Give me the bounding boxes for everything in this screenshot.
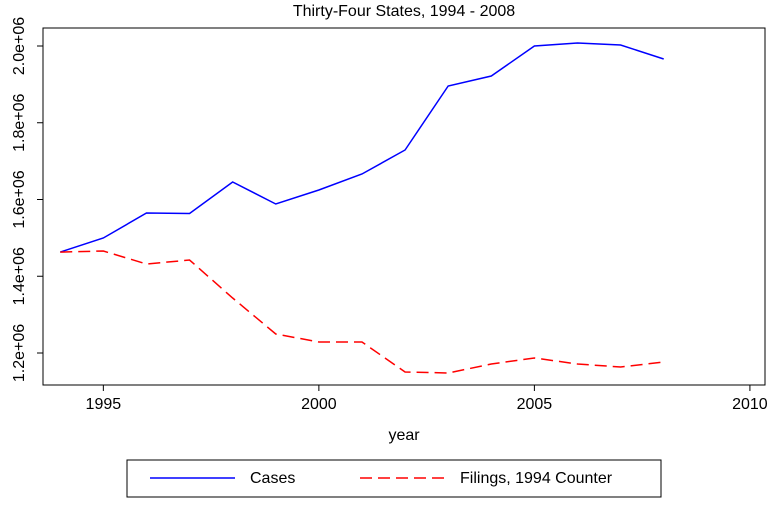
x-axis-label: year <box>388 427 420 444</box>
y-tick-label: 1.2e+06 <box>11 324 28 382</box>
series-line <box>60 42 664 253</box>
x-tick-label: 2000 <box>301 396 337 413</box>
series-line <box>60 250 664 374</box>
y-tick-label: 2.0e+06 <box>11 17 28 75</box>
x-tick-label: 2010 <box>732 396 768 413</box>
x-tick-label: 1995 <box>86 396 122 413</box>
legend-label: Cases <box>250 470 295 487</box>
y-tick-label: 1.8e+06 <box>11 94 28 152</box>
legend-label: Filings, 1994 Counter <box>460 470 613 487</box>
plot-frame <box>42 27 766 386</box>
x-tick-label: 2005 <box>517 396 553 413</box>
y-tick-label: 1.4e+06 <box>11 247 28 305</box>
chart-title: Thirty-Four States, 1994 - 2008 <box>293 3 515 20</box>
y-tick-label: 1.6e+06 <box>11 170 28 228</box>
